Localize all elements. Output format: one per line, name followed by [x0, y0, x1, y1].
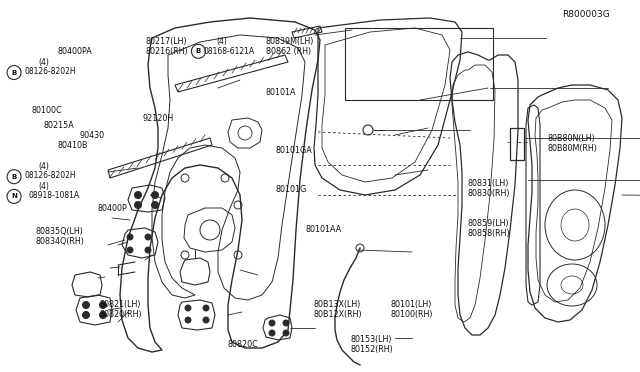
Text: B: B: [12, 70, 17, 76]
Text: 80101AA: 80101AA: [306, 225, 342, 234]
Text: 92120H: 92120H: [142, 114, 173, 123]
Text: 08918-1081A: 08918-1081A: [29, 191, 80, 200]
Text: 80B80N(LH): 80B80N(LH): [547, 134, 595, 143]
Bar: [510, 128, 524, 160]
Circle shape: [145, 234, 151, 240]
Text: 80101G: 80101G: [275, 185, 307, 194]
Text: 80820C: 80820C: [227, 340, 258, 349]
Text: 80410B: 80410B: [58, 141, 88, 150]
Text: 80834Q(RH): 80834Q(RH): [35, 237, 84, 246]
Circle shape: [203, 305, 209, 311]
Circle shape: [99, 311, 106, 318]
Text: 80820(RH): 80820(RH): [99, 310, 142, 319]
Text: (4): (4): [216, 37, 227, 46]
Text: 80100(RH): 80100(RH): [390, 310, 433, 319]
Text: 80830(RH): 80830(RH): [467, 189, 509, 198]
Circle shape: [185, 317, 191, 323]
Text: N: N: [11, 193, 17, 199]
Circle shape: [145, 247, 151, 253]
Circle shape: [83, 311, 90, 318]
Text: 08168-6121A: 08168-6121A: [204, 47, 255, 56]
Text: 80152(RH): 80152(RH): [351, 345, 394, 354]
Text: 08126-8202H: 08126-8202H: [24, 67, 76, 76]
Text: (4): (4): [38, 182, 49, 190]
Circle shape: [127, 247, 133, 253]
Text: 80B13X(LH): 80B13X(LH): [314, 300, 361, 309]
Circle shape: [283, 330, 289, 336]
Circle shape: [134, 192, 141, 199]
Text: 80216(RH): 80216(RH): [146, 47, 189, 56]
Bar: [345, 28, 493, 100]
Text: R800003G: R800003G: [562, 10, 610, 19]
Text: 80215A: 80215A: [44, 121, 74, 130]
Circle shape: [203, 317, 209, 323]
Circle shape: [185, 305, 191, 311]
Text: 80831(LH): 80831(LH): [467, 179, 509, 188]
Text: 80839M(LH): 80839M(LH): [266, 37, 314, 46]
Text: 80400PA: 80400PA: [58, 47, 92, 56]
Circle shape: [152, 192, 159, 199]
Text: 80101A: 80101A: [266, 88, 296, 97]
Text: 80862 (RH): 80862 (RH): [266, 47, 311, 56]
Text: 80821(LH): 80821(LH): [99, 300, 141, 309]
Circle shape: [283, 320, 289, 326]
Text: 80B12X(RH): 80B12X(RH): [314, 310, 362, 319]
Circle shape: [269, 320, 275, 326]
Text: 80859(LH): 80859(LH): [467, 219, 509, 228]
Text: 80B80M(RH): 80B80M(RH): [547, 144, 597, 153]
Circle shape: [83, 301, 90, 308]
Circle shape: [127, 234, 133, 240]
Circle shape: [269, 330, 275, 336]
Text: 80101GA: 80101GA: [275, 146, 312, 155]
Text: 80835Q(LH): 80835Q(LH): [35, 227, 83, 236]
Text: 80400P: 80400P: [97, 204, 127, 213]
Text: 80101(LH): 80101(LH): [390, 300, 432, 309]
Circle shape: [134, 202, 141, 208]
Circle shape: [152, 202, 159, 208]
Text: B: B: [12, 174, 17, 180]
Circle shape: [99, 301, 106, 308]
Text: 08126-8202H: 08126-8202H: [24, 171, 76, 180]
Text: 80217(LH): 80217(LH): [146, 37, 188, 46]
Text: 80153(LH): 80153(LH): [351, 335, 392, 344]
Text: 80100C: 80100C: [32, 106, 63, 115]
Text: (4): (4): [38, 162, 49, 171]
Text: 90430: 90430: [80, 131, 105, 140]
Text: (4): (4): [38, 58, 49, 67]
Text: B: B: [196, 48, 201, 54]
Text: 80858(RH): 80858(RH): [467, 229, 510, 238]
